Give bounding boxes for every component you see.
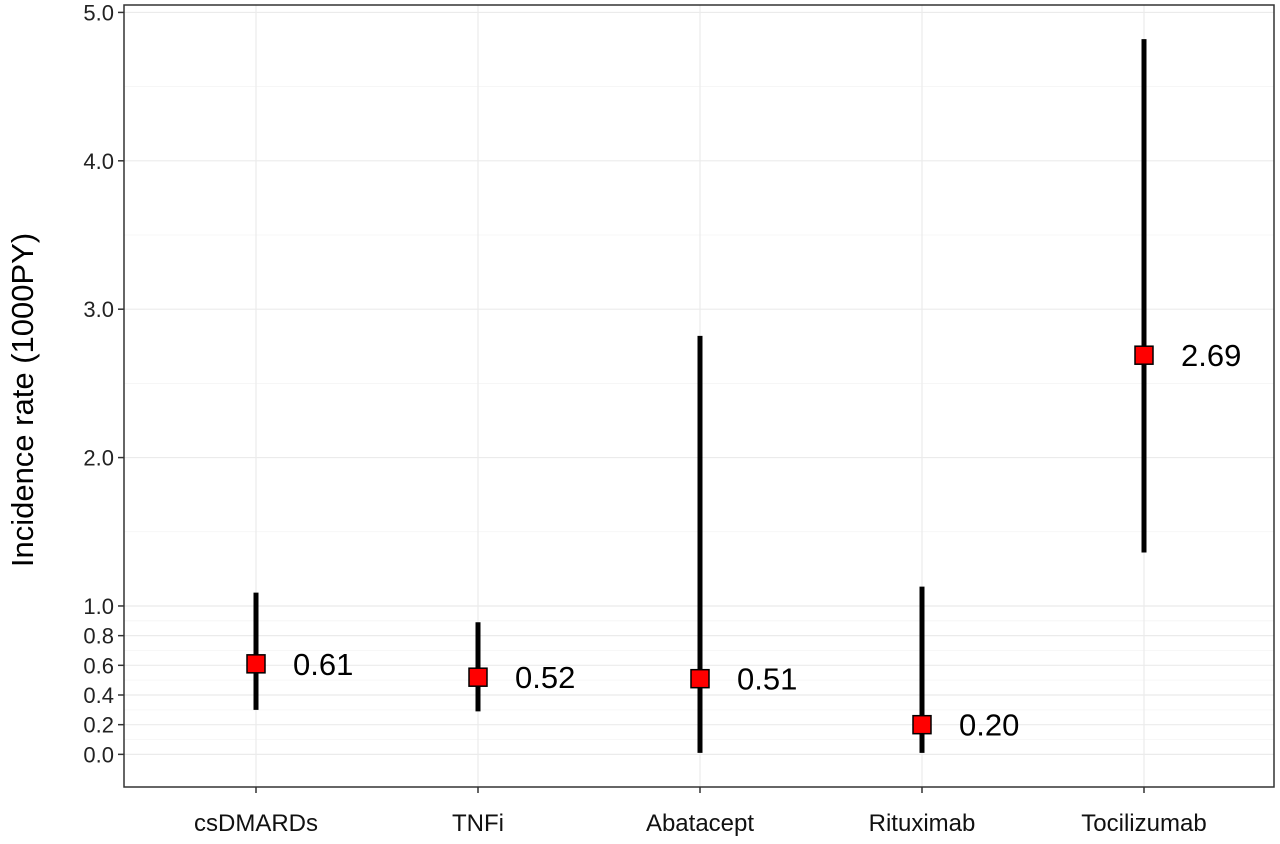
y-tick-label: 0.4 — [83, 683, 114, 708]
y-axis-label: Incidence rate (1000PY) — [5, 233, 40, 567]
y-tick-label: 3.0 — [83, 297, 114, 322]
x-tick-label: Abatacept — [646, 810, 754, 837]
x-axis: csDMARDs TNFi Abatacept Rituximab Tocilizuma… — [194, 787, 1207, 837]
value-label: 0.61 — [293, 647, 353, 682]
y-tick-label: 2.0 — [83, 446, 114, 471]
x-tick-label: csDMARDs — [194, 810, 318, 837]
y-tick-label: 4.0 — [83, 149, 114, 174]
point-estimate-marker — [690, 668, 710, 689]
y-tick-label: 0.2 — [83, 713, 114, 738]
data-series: 0.61 0.52 0.51 0.20 2.69 — [246, 39, 1241, 753]
point-estimate-marker — [912, 714, 932, 735]
y-tick-label: 0.0 — [83, 742, 114, 767]
point-estimate-marker — [468, 667, 488, 687]
point-estimate-marker — [246, 654, 266, 674]
y-tick-label: 0.8 — [83, 624, 114, 649]
value-label: 0.52 — [515, 660, 575, 695]
y-tick-label: 0.6 — [83, 653, 114, 678]
plot-panel-border — [123, 4, 1275, 788]
value-label: 0.20 — [959, 708, 1019, 743]
y-tick-label: 5.0 — [83, 0, 114, 25]
x-tick-label: Tocilizumab — [1081, 810, 1206, 837]
y-axis: 0.0 0.2 0.4 0.6 0.8 1.0 2.0 3.0 4.0 5.0 — [83, 0, 124, 767]
point-estimate-marker — [1134, 345, 1154, 365]
x-tick-label: Rituximab — [869, 810, 976, 837]
y-tick-label: 1.0 — [83, 594, 114, 619]
value-label: 2.69 — [1181, 338, 1241, 373]
x-tick-label: TNFi — [452, 810, 504, 837]
value-label: 0.51 — [737, 662, 797, 697]
